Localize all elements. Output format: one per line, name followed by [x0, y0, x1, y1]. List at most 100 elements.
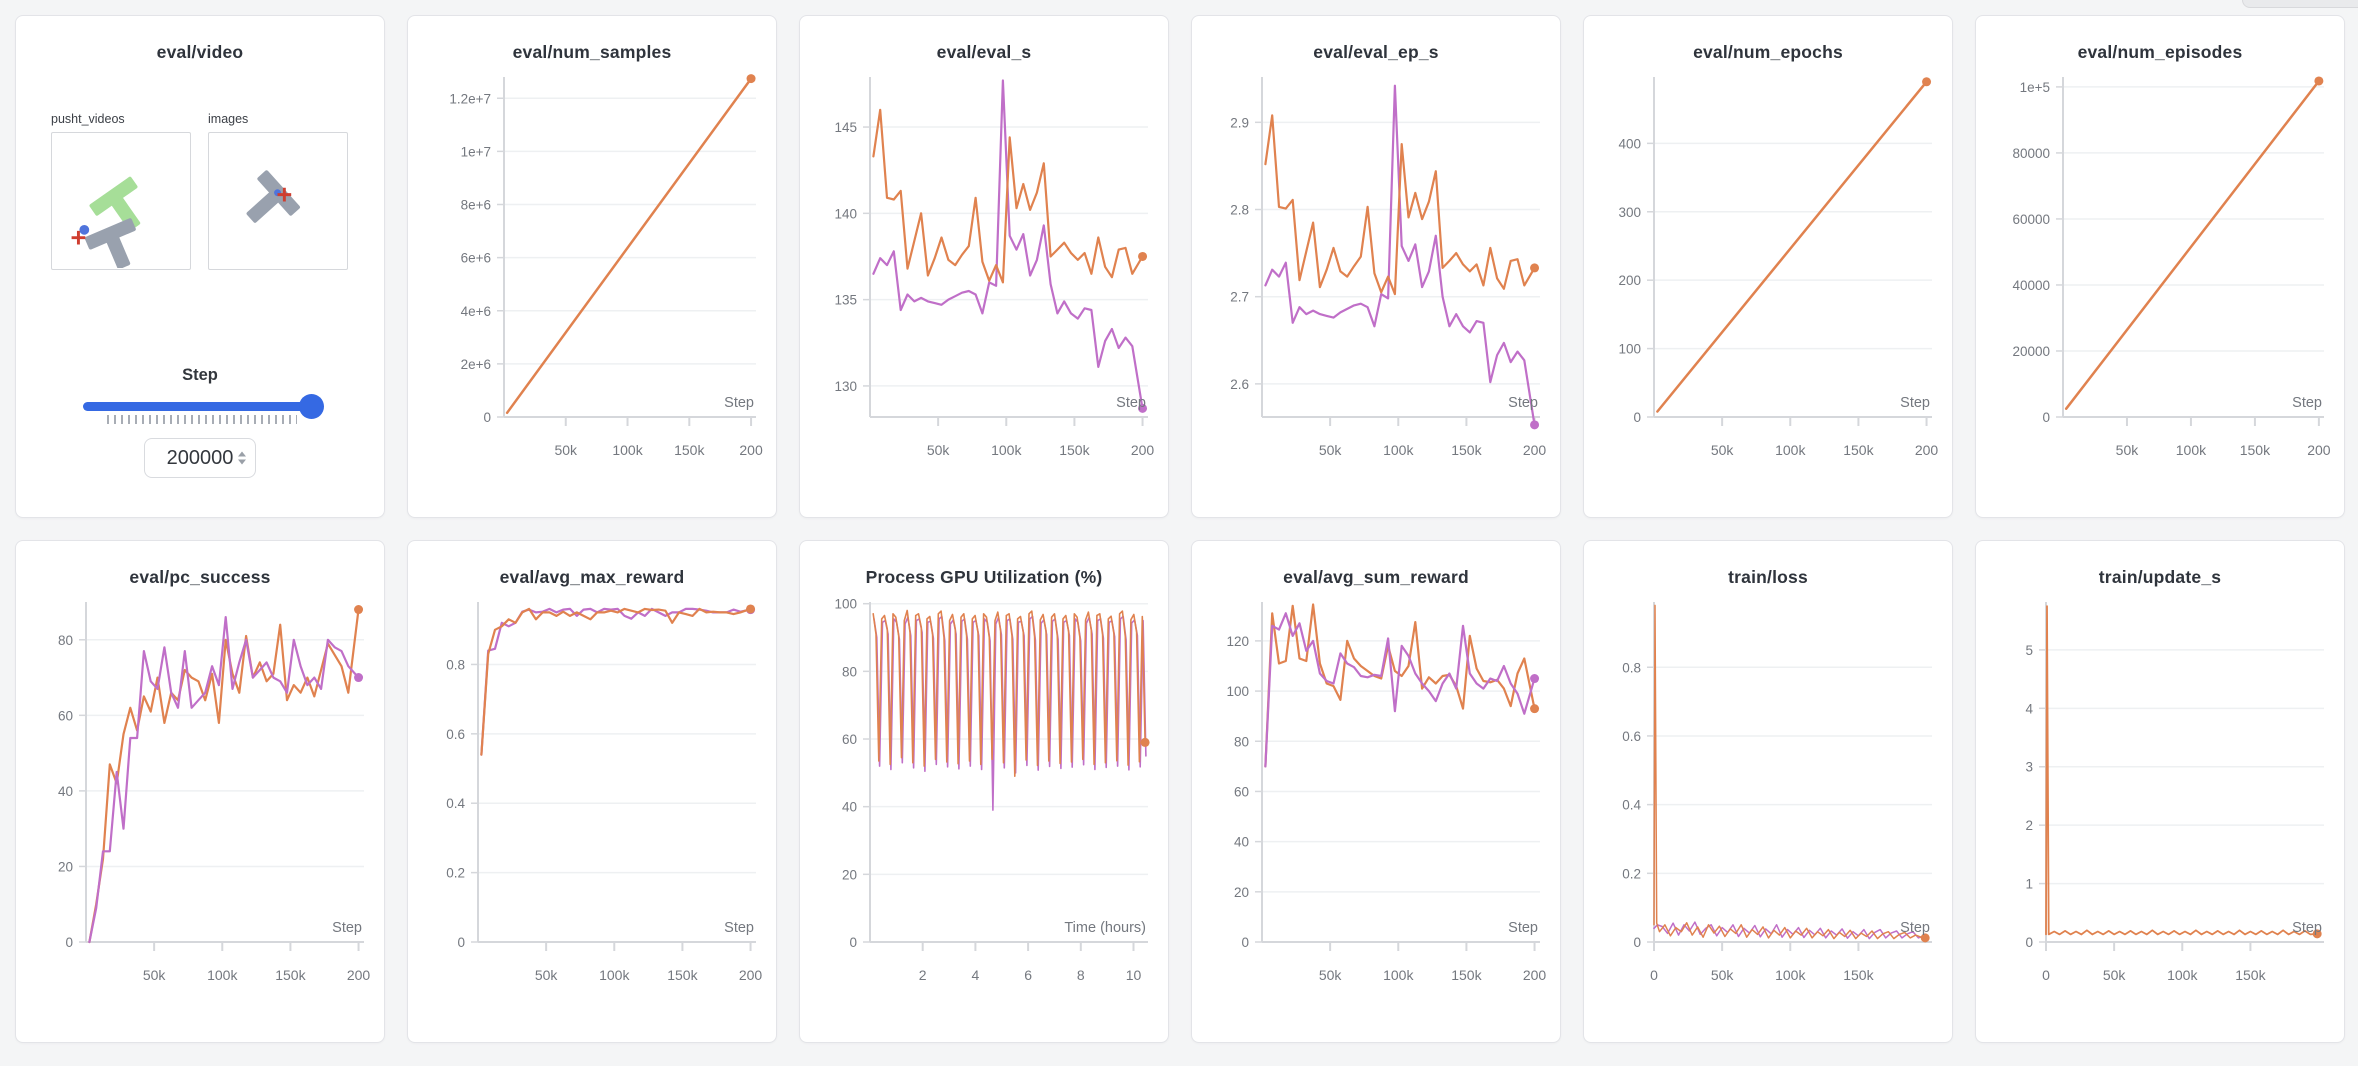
panel-eval-eval-ep-s[interactable]: eval/eval_ep_s 2.6 2.7 2.8 2.9 50k 100k 150k 20…: [1191, 15, 1561, 518]
svg-text:1e+5: 1e+5: [2020, 80, 2050, 95]
slider-tick-marks: [107, 415, 297, 424]
number-spinner[interactable]: [238, 451, 246, 465]
svg-text:8e+6: 8e+6: [461, 198, 491, 213]
svg-text:6: 6: [1024, 967, 1032, 983]
panel-title: Process GPU Utilization (%): [865, 567, 1103, 587]
target-cross-icon: [277, 187, 292, 202]
svg-text:100k: 100k: [1775, 442, 1806, 458]
slider-track[interactable]: [83, 394, 324, 419]
svg-text:Step: Step: [2292, 920, 2322, 936]
svg-text:200: 200: [1618, 273, 1641, 288]
svg-text:0.6: 0.6: [446, 727, 465, 742]
panel-train-loss[interactable]: train/loss 0 0.2 0.4 0.6 0.8 0 50k 100k 150k Step: [1583, 540, 1953, 1043]
svg-text:150k: 150k: [1451, 967, 1482, 983]
panel-eval-eval-s[interactable]: eval/eval_s 130 135 140 145 50k 100k 150k 200 St…: [799, 15, 1169, 518]
svg-text:8: 8: [1077, 967, 1085, 983]
panel-eval-avg-max-reward[interactable]: eval/avg_max_reward 0 0.2 0.4 0.6 0.8 50k 100k…: [407, 540, 777, 1043]
svg-text:100k: 100k: [2167, 967, 2198, 983]
svg-text:40000: 40000: [2012, 278, 2050, 293]
eval-pc-success-chart[interactable]: 0 20 40 60 80 50k 100k 150k 200 Step: [16, 590, 386, 1002]
panel-gpu-utilization[interactable]: Process GPU Utilization (%) 0 20 40 60 80 100…: [799, 540, 1169, 1043]
svg-text:0: 0: [457, 935, 465, 950]
panel-eval-num-epochs[interactable]: eval/num_epochs 0 100 200 300 400 50k 100k 150k…: [1583, 15, 1953, 518]
svg-text:4e+6: 4e+6: [461, 304, 491, 319]
svg-text:200: 200: [347, 967, 371, 983]
svg-text:50k: 50k: [1711, 967, 1735, 983]
step-slider[interactable]: [83, 394, 324, 428]
svg-text:0.8: 0.8: [1622, 660, 1641, 675]
svg-text:100k: 100k: [1775, 967, 1806, 983]
panel-eval-pc-success[interactable]: eval/pc_success 0 20 40 60 80 50k 100k 150k 200 S…: [15, 540, 385, 1043]
panel-eval-num-episodes[interactable]: eval/num_episodes 0 20000 40000 60000 80000 1…: [1975, 15, 2345, 518]
svg-text:80: 80: [58, 633, 73, 648]
svg-text:0: 0: [2025, 935, 2033, 950]
train-update-s-chart[interactable]: 0 1 2 3 4 5 0 50k 100k 150k Step: [1976, 590, 2346, 1002]
step-input[interactable]: 200000: [144, 438, 256, 478]
eval-num-samples-chart[interactable]: 0 2e+6 4e+6 6e+6 8e+6 1e+7 1.2e+7 50k 100k 150k 20…: [408, 65, 778, 477]
svg-text:2e+6: 2e+6: [461, 357, 491, 372]
panel-title: eval/avg_sum_reward: [1283, 567, 1469, 587]
svg-text:50k: 50k: [1319, 442, 1343, 458]
svg-text:60000: 60000: [2012, 212, 2050, 227]
svg-text:60: 60: [842, 732, 857, 747]
svg-text:4: 4: [2025, 701, 2033, 716]
pusht-image: [246, 170, 300, 223]
step-input-value: 200000: [166, 446, 234, 469]
svg-text:150k: 150k: [674, 442, 705, 458]
svg-text:300: 300: [1618, 205, 1641, 220]
svg-text:2: 2: [919, 967, 927, 983]
svg-text:Step: Step: [724, 920, 754, 936]
svg-text:2.9: 2.9: [1230, 115, 1249, 130]
svg-text:150k: 150k: [1843, 967, 1874, 983]
target-cross-icon: [71, 230, 86, 245]
svg-text:0.4: 0.4: [446, 796, 465, 811]
eval-avg-sum-reward-chart[interactable]: 0 20 40 60 80 100 120 50k 100k 150k 200 Step: [1192, 590, 1562, 1002]
panel-train-update-s[interactable]: train/update_s 0 1 2 3 4 5 0 50k 100k 150k Step: [1975, 540, 2345, 1043]
images-thumbnail[interactable]: [208, 132, 348, 270]
svg-text:3: 3: [2025, 760, 2033, 775]
svg-text:2: 2: [2025, 818, 2033, 833]
pusht-videos-label: pusht_videos: [51, 112, 125, 126]
svg-text:Time (hours): Time (hours): [1064, 920, 1146, 936]
panel-eval-avg-sum-reward[interactable]: eval/avg_sum_reward 0 20 40 60 80 100 120 50k 10…: [1191, 540, 1561, 1043]
svg-text:150k: 150k: [1059, 442, 1090, 458]
eval-num-epochs-chart[interactable]: 0 100 200 300 400 50k 100k 150k 200 Step: [1584, 65, 1954, 477]
svg-text:Step: Step: [1508, 920, 1538, 936]
panel-title: eval/eval_s: [936, 42, 1032, 62]
svg-text:200: 200: [1523, 442, 1547, 458]
svg-text:Step: Step: [1900, 395, 1930, 411]
panel-title: eval/video: [156, 42, 244, 62]
svg-text:100k: 100k: [2176, 442, 2207, 458]
svg-text:0: 0: [2042, 410, 2050, 425]
svg-text:0: 0: [849, 935, 857, 950]
train-loss-chart[interactable]: 0 0.2 0.4 0.6 0.8 0 50k 100k 150k Step: [1584, 590, 1954, 1002]
svg-text:Step: Step: [1116, 395, 1146, 411]
svg-text:130: 130: [834, 379, 857, 394]
panel-eval-num-samples[interactable]: eval/num_samples 0 2e+6 4e+6 6e+6 8e+6 1e+7 1.…: [407, 15, 777, 518]
svg-text:100: 100: [1618, 342, 1641, 357]
svg-text:80000: 80000: [2012, 146, 2050, 161]
svg-text:100: 100: [1226, 684, 1249, 699]
svg-text:0: 0: [1241, 935, 1249, 950]
spinner-up-icon[interactable]: [238, 451, 246, 457]
panel-title: train/update_s: [2098, 567, 2222, 587]
svg-text:Step: Step: [1508, 395, 1538, 411]
eval-eval-s-chart[interactable]: 130 135 140 145 50k 100k 150k 200 Step: [800, 65, 1170, 477]
eval-eval-ep-s-chart[interactable]: 2.6 2.7 2.8 2.9 50k 100k 150k 200 Step: [1192, 65, 1562, 477]
panel-eval-video[interactable]: eval/video pusht_videos images: [15, 15, 385, 518]
spinner-down-icon[interactable]: [238, 459, 246, 465]
svg-text:0: 0: [1633, 935, 1641, 950]
pusht-video-thumbnail[interactable]: [51, 132, 191, 270]
svg-text:6e+6: 6e+6: [461, 251, 491, 266]
svg-text:100k: 100k: [612, 442, 643, 458]
svg-text:1.2e+7: 1.2e+7: [449, 91, 491, 106]
svg-text:2.6: 2.6: [1230, 377, 1249, 392]
gpu-utilization-chart[interactable]: 0 20 40 60 80 100 2 4 6 8 10 Time (hours): [800, 590, 1170, 1002]
slider-thumb[interactable]: [299, 394, 324, 419]
svg-text:Step: Step: [2292, 395, 2322, 411]
svg-text:Step: Step: [724, 395, 754, 411]
eval-avg-max-reward-chart[interactable]: 0 0.2 0.4 0.6 0.8 50k 100k 150k 200 Step: [408, 590, 778, 1002]
eval-num-episodes-chart[interactable]: 0 20000 40000 60000 80000 1e+5 50k 100k 150k 200 S…: [1976, 65, 2346, 477]
svg-text:4: 4: [972, 967, 980, 983]
